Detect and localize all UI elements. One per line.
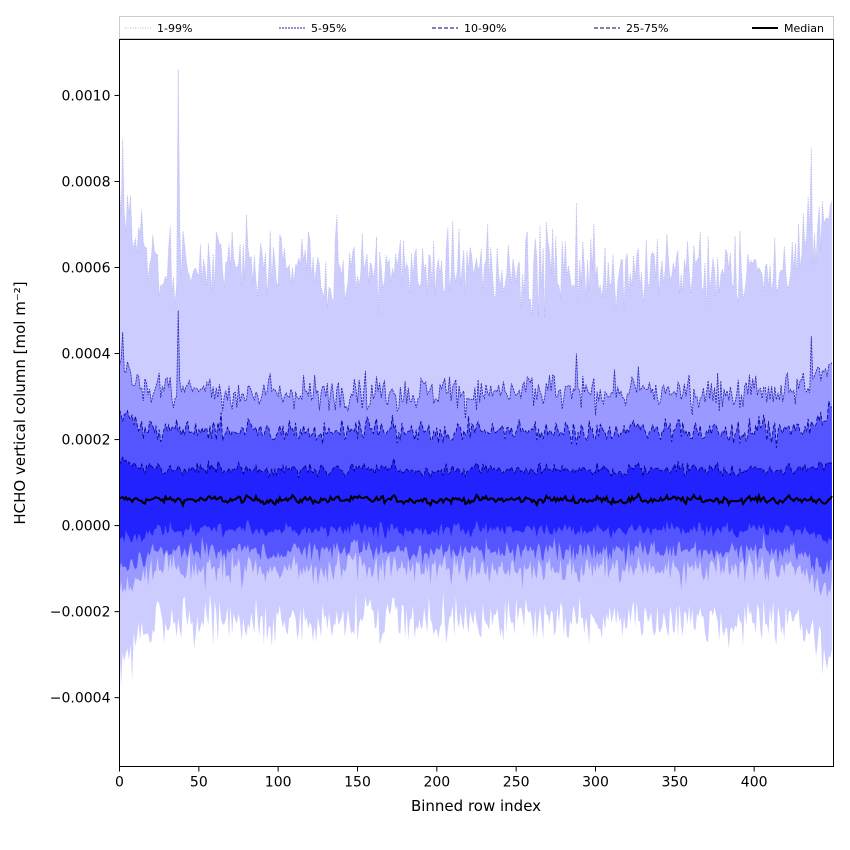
- upper-line-1-99%: [119, 69, 833, 318]
- legend-label: 5-95%: [311, 22, 346, 35]
- lines-layer: [119, 69, 833, 509]
- y-axis-label: HCHO vertical column [mol m⁻²]: [11, 281, 29, 524]
- x-tick-label: 400: [741, 775, 768, 791]
- median-line: [119, 492, 833, 509]
- y-axis: −0.0004 −0.0002 0.0000 0.0002 0.0004 0.0006 0.…: [50, 88, 120, 707]
- y-tick-label: 0.0000: [62, 519, 111, 535]
- x-tick-label: 350: [661, 775, 688, 791]
- upper-line-25-75%: [119, 456, 833, 480]
- x-axis-label: Binned row index: [411, 797, 541, 815]
- y-tick-label: 0.0004: [62, 347, 111, 363]
- x-tick-label: 150: [344, 775, 371, 791]
- y-tick-label: 0.0010: [62, 88, 111, 104]
- x-tick-label: 250: [503, 775, 530, 791]
- legend-label: Median: [784, 22, 824, 35]
- legend-box: [119, 16, 834, 39]
- band-1-99%: [119, 69, 832, 686]
- legend: 1-99% 5-95% 10-90% 25-75% Median: [119, 16, 834, 39]
- band-25-75%: [119, 457, 832, 545]
- bands-layer: [119, 69, 832, 686]
- plot-frame: [119, 39, 834, 767]
- legend-label: 1-99%: [157, 22, 192, 35]
- y-tick-label: 0.0006: [62, 260, 111, 276]
- upper-line-10-90%: [119, 400, 833, 448]
- x-tick-label: 0: [115, 775, 124, 791]
- y-tick-label: −0.0002: [50, 605, 111, 621]
- x-tick-label: 50: [190, 775, 208, 791]
- legend-label: 10-90%: [464, 22, 506, 35]
- x-axis: 0 50 100 150 200 250 300 350 400: [115, 766, 768, 791]
- y-tick-label: 0.0002: [62, 433, 111, 449]
- x-tick-label: 200: [423, 775, 450, 791]
- x-tick-label: 300: [582, 775, 609, 791]
- x-tick-label: 100: [265, 775, 292, 791]
- legend-label: 25-75%: [626, 22, 668, 35]
- y-tick-label: −0.0004: [50, 691, 111, 707]
- y-tick-label: 0.0008: [62, 174, 111, 190]
